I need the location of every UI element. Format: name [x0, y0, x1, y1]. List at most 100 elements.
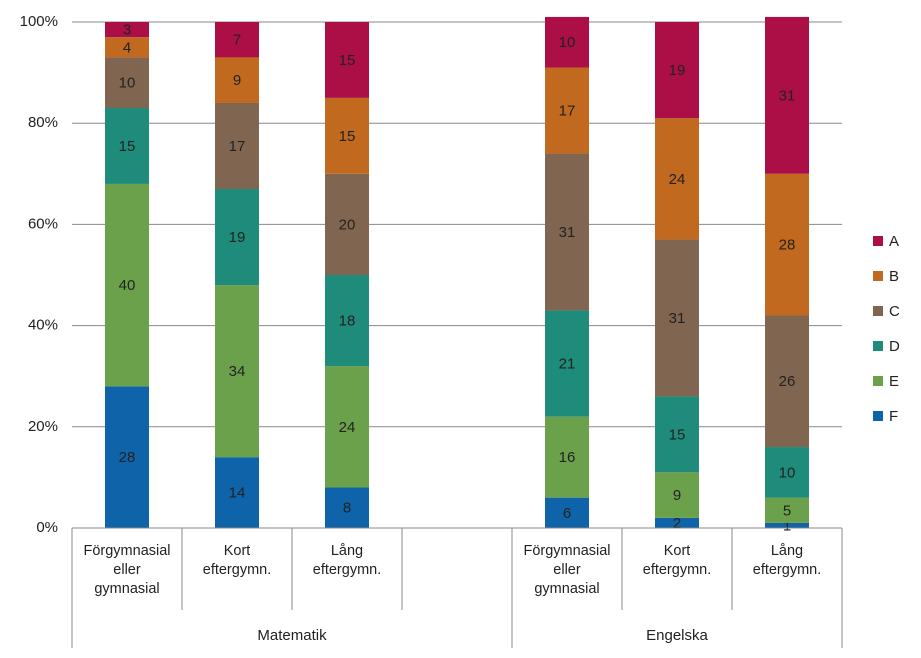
data-label: 15 [669, 426, 686, 443]
group-label: Engelska [646, 627, 708, 644]
data-label: 15 [119, 138, 136, 155]
data-label: 28 [119, 449, 136, 466]
bar-segment [545, 67, 589, 154]
data-label: 20 [339, 216, 356, 233]
data-label: 15 [339, 52, 356, 69]
bar-segment [655, 472, 699, 518]
legend-label: F [889, 408, 898, 425]
bar-segment [545, 153, 589, 311]
data-label: 28 [779, 237, 796, 254]
data-label: 24 [339, 419, 356, 436]
x-tick-label: Förgymnasial eller gymnasial [523, 543, 611, 597]
bar-segment [655, 118, 699, 240]
bar-segment [765, 173, 809, 316]
bar-segment [655, 22, 699, 119]
y-tick-label: 0% [36, 519, 58, 536]
data-label: 19 [229, 229, 246, 246]
bar-segment [215, 188, 259, 286]
legend-swatch [873, 341, 883, 351]
data-label: 9 [233, 72, 241, 89]
data-label: 16 [559, 449, 576, 466]
data-label: 17 [559, 103, 576, 120]
data-label: 40 [119, 277, 136, 294]
data-label: 26 [779, 373, 796, 390]
legend-swatch [873, 411, 883, 421]
bar-segment [105, 108, 149, 184]
legend-label: D [889, 338, 900, 355]
y-tick-label: 40% [28, 317, 58, 334]
data-label: 19 [669, 62, 686, 79]
legend-label: E [889, 373, 899, 390]
bar-segment [765, 447, 809, 498]
bar-segment [325, 487, 369, 528]
legend-swatch [873, 306, 883, 316]
data-label: 34 [229, 363, 246, 380]
bar-segment [105, 37, 149, 58]
bar-segment [215, 102, 259, 189]
data-label: 14 [229, 485, 246, 502]
legend-swatch [873, 271, 883, 281]
y-tick-label: 60% [28, 215, 58, 232]
bar-segment [765, 315, 809, 448]
bar-segment [325, 173, 369, 275]
bar-segment [105, 57, 149, 109]
data-label: 10 [559, 34, 576, 51]
bar-segment [655, 239, 699, 397]
x-tick-label: Lång eftergymn. [312, 543, 382, 578]
data-label: 5 [783, 502, 791, 519]
x-tick-label: Lång eftergymn. [752, 543, 822, 578]
bar-segment [765, 497, 809, 523]
bar-segment [325, 22, 369, 98]
bar-segment [215, 285, 259, 458]
data-label: 15 [339, 128, 356, 145]
y-tick-label: 20% [28, 418, 58, 435]
data-label: 17 [229, 138, 246, 155]
bar-segment [105, 22, 149, 38]
bar-segment [215, 22, 259, 58]
bar-segment [655, 396, 699, 473]
bar-segment [215, 457, 259, 528]
bar-segment [545, 16, 589, 68]
y-tick-label: 100% [20, 13, 58, 30]
data-label: 10 [119, 75, 136, 92]
x-tick-label: Kort eftergymn. [642, 543, 712, 578]
data-label: 6 [563, 505, 571, 522]
x-tick-label: Förgymnasial eller gymnasial [83, 543, 171, 597]
data-label: 8 [343, 500, 351, 517]
x-tick-label: Kort eftergymn. [202, 543, 272, 578]
data-label: 24 [669, 171, 686, 188]
bar-segment [325, 366, 369, 488]
group-label: Matematik [257, 627, 327, 644]
bar-segment [105, 183, 149, 387]
data-label: 18 [339, 313, 356, 330]
data-label: 4 [123, 39, 131, 56]
data-label: 2 [673, 515, 681, 532]
bar-segment [215, 57, 259, 103]
legend-label: A [889, 233, 899, 250]
bar-segment [325, 97, 369, 174]
bar-segment [545, 310, 589, 417]
data-label: 31 [669, 310, 686, 327]
data-label: 3 [123, 22, 131, 39]
data-label: 21 [559, 356, 576, 373]
bar-segment [545, 497, 589, 528]
bar-segment [105, 386, 149, 528]
data-label: 9 [673, 487, 681, 504]
bar-segment [545, 416, 589, 498]
bar-segment [325, 275, 369, 367]
data-label: 31 [559, 224, 576, 241]
legend-swatch [873, 376, 883, 386]
data-label: 31 [779, 87, 796, 104]
data-label: 10 [779, 464, 796, 481]
legend-label: B [889, 268, 899, 285]
bar-segment [765, 522, 809, 528]
legend-label: C [889, 303, 900, 320]
data-label: 1 [783, 517, 791, 534]
data-label: 7 [233, 32, 241, 49]
bar-segment [765, 16, 809, 174]
legend-swatch [873, 236, 883, 246]
y-tick-label: 80% [28, 114, 58, 131]
bar-segment [655, 517, 699, 528]
